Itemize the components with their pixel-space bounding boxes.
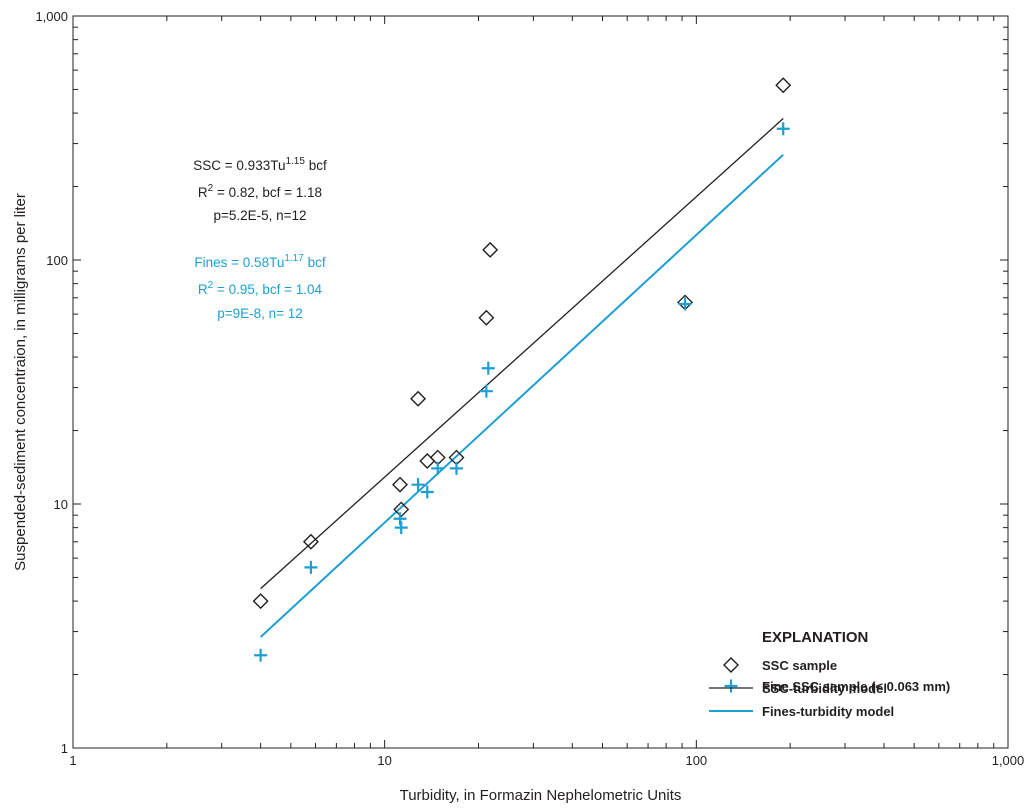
- ssc-sample-point: [252, 593, 269, 610]
- fine-ssc-sample-point: [420, 485, 434, 499]
- ssc-equation: SSC = 0.933Tu1.15 bcf R2 = 0.82, bcf = 1…: [193, 156, 327, 223]
- fine-ssc-sample-point: [479, 384, 493, 398]
- y-axis-title: Suspended-sediment concentraion, in mill…: [12, 193, 29, 571]
- fine-ssc-sample-point: [678, 297, 692, 311]
- data-points: [252, 77, 792, 662]
- fines-equation: Fines = 0.58Tu1.17 bcf R2 = 0.95, bcf = …: [194, 253, 325, 321]
- fine-ssc-sample-point: [776, 122, 790, 136]
- y-tick-label: 1: [61, 741, 68, 756]
- ssc-equation-line2: R2 = 0.82, bcf = 1.18: [198, 183, 322, 200]
- ssc-sample-point: [482, 241, 499, 258]
- x-tick-label: 100: [685, 753, 707, 768]
- fine-ssc-sample-point: [431, 461, 445, 475]
- ssc-sample-point: [302, 533, 319, 550]
- ssc-sample-point: [392, 476, 408, 493]
- fines-turbidity-model-line: [259, 154, 784, 638]
- legend-diamond-icon: [723, 657, 739, 673]
- fine-ssc-sample-point: [411, 478, 425, 492]
- plot-frame: [72, 15, 1009, 749]
- ssc-turbidity-model-line: [260, 118, 784, 590]
- legend-label-ssc-model: SSC-turbidity model: [762, 681, 887, 696]
- legend-marker-ssc: [723, 657, 739, 673]
- y-tick-label: 100: [46, 253, 68, 268]
- fine-ssc-sample-point: [254, 648, 268, 662]
- legend-plus-icon: [724, 679, 738, 693]
- y-tick-label: 10: [54, 497, 68, 512]
- x-tick-label: 10: [377, 753, 391, 768]
- fines-equation-line3: p=9E-8, n= 12: [217, 306, 303, 321]
- ssc-sample-point: [393, 501, 410, 518]
- fine-ssc-sample-point: [393, 512, 407, 526]
- y-tick-label: 1,000: [35, 9, 68, 24]
- x-tick-label: 1: [69, 753, 76, 768]
- legend-label-fine-ssc-sample: Fine SSC sample (< 0.063 mm): [762, 679, 950, 694]
- ssc-sample-point: [410, 390, 427, 407]
- ssc-sample-point: [478, 309, 495, 326]
- x-tick-label: 1,000: [992, 753, 1025, 768]
- fines-equation-line1: Fines = 0.58Tu1.17 bcf: [194, 253, 325, 270]
- legend-label-fines-model: Fines-turbidity model: [762, 704, 894, 719]
- ssc-equation-line1: SSC = 0.933Tu1.15 bcf: [193, 156, 327, 173]
- fine-ssc-sample-point: [304, 560, 318, 574]
- legend: EXPLANATION SSC sample Fine SSC sample (…: [709, 629, 950, 719]
- fines-equation-line2: R2 = 0.95, bcf = 1.04: [198, 280, 323, 297]
- legend-title: EXPLANATION: [762, 629, 868, 646]
- ssc-equation-line3: p=5.2E-5, n=12: [213, 208, 306, 223]
- model-lines: [259, 118, 784, 638]
- legend-label-ssc-sample: SSC sample: [762, 658, 837, 673]
- legend-marker-fines: [724, 679, 738, 693]
- x-axis-title: Turbidity, in Formazin Nephelometric Uni…: [400, 787, 682, 804]
- fine-ssc-sample-point: [449, 461, 463, 475]
- ssc-sample-point: [775, 77, 792, 94]
- fine-ssc-sample-point: [481, 361, 495, 375]
- axis-ticks: 1 10 100 1,000 1 10 100 1,000: [35, 9, 1024, 768]
- fine-ssc-sample-point: [394, 521, 408, 535]
